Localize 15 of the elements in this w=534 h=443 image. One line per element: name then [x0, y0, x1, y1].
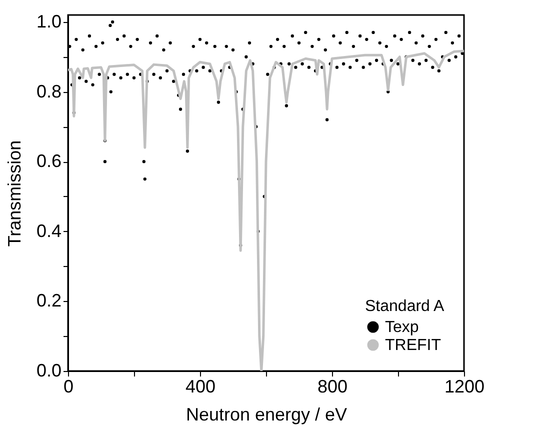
x-axis-title: Neutron energy / eV: [186, 404, 348, 424]
legend-label: Texp: [385, 319, 419, 336]
y-tick-label: 0.6: [36, 151, 62, 172]
y-axis-title: Transmission: [4, 140, 24, 247]
y-tick-label: 0.0: [36, 360, 62, 380]
y-tick-label: 1.0: [36, 11, 62, 32]
x-tick-label: 1200: [444, 376, 485, 396]
legend-label: TREFIT: [385, 337, 442, 354]
x-tick-label: 400: [185, 376, 216, 396]
x-tick-label: 0: [63, 376, 74, 396]
legend-title: Standard A: [365, 298, 444, 315]
y-tick-label: 0.4: [36, 220, 62, 241]
y-tick-label: 0.2: [36, 290, 62, 311]
y-tick-label: 0.8: [36, 81, 62, 102]
x-tick-label: 800: [317, 376, 348, 396]
